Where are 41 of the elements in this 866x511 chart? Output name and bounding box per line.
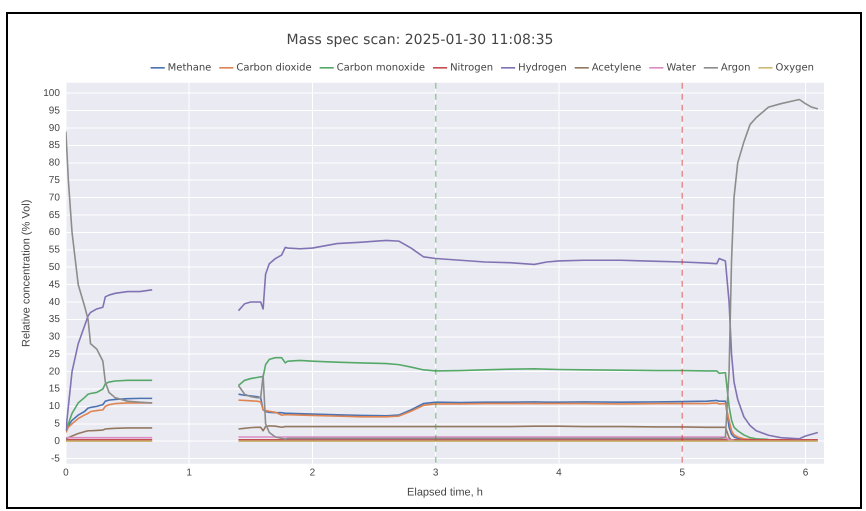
y-tick-label: 100: [43, 88, 60, 99]
y-tick-label: 50: [48, 262, 60, 273]
x-tick-label: 5: [679, 468, 686, 479]
y-tick-label: 75: [48, 174, 60, 186]
y-tick-label: 0: [54, 436, 60, 447]
chart-title: Mass spec scan: 2025-01-30 11:08:35: [286, 32, 554, 48]
legend-label: Argon: [720, 62, 750, 74]
y-tick-label: 55: [48, 244, 60, 256]
y-tick-label: 60: [48, 227, 60, 238]
legend-label: Oxygen: [775, 62, 814, 74]
x-tick-label: 1: [186, 468, 192, 479]
y-tick-label: 20: [48, 366, 60, 378]
y-tick-label: 90: [48, 122, 60, 134]
y-tick-label: 30: [48, 332, 60, 343]
y-tick-label: 35: [48, 314, 60, 326]
legend-label: Carbon dioxide: [236, 62, 312, 74]
y-tick-label: -5: [50, 453, 60, 464]
legend-label: Methane: [168, 62, 212, 74]
y-tick-label: 5: [54, 418, 60, 430]
y-tick-label: 80: [48, 158, 60, 169]
x-tick-label: 6: [802, 468, 809, 479]
y-tick-label: 10: [48, 401, 60, 412]
y-axis-title: Relative concentration (% Vol): [20, 200, 33, 347]
y-tick-label: 15: [48, 384, 60, 395]
legend-label: Acetylene: [592, 62, 642, 74]
x-tick-label: 3: [432, 468, 439, 479]
legend-label: Nitrogen: [450, 62, 494, 74]
y-tick-label: 40: [48, 296, 60, 308]
y-tick-label: 45: [48, 279, 60, 290]
x-tick-label: 2: [310, 468, 316, 479]
y-tick-label: 25: [48, 348, 60, 360]
y-tick-label: 95: [48, 105, 60, 116]
x-axis-title: Elapsed time, h: [407, 486, 483, 498]
legend-label: Hydrogen: [518, 62, 567, 74]
legend-label: Water: [666, 62, 697, 74]
x-tick-label: 0: [63, 468, 70, 479]
y-tick-label: 70: [48, 192, 60, 204]
y-tick-label: 65: [48, 210, 60, 221]
x-tick-label: 4: [556, 468, 562, 479]
y-tick-label: 85: [48, 140, 60, 152]
legend-label: Carbon monoxide: [336, 62, 426, 74]
